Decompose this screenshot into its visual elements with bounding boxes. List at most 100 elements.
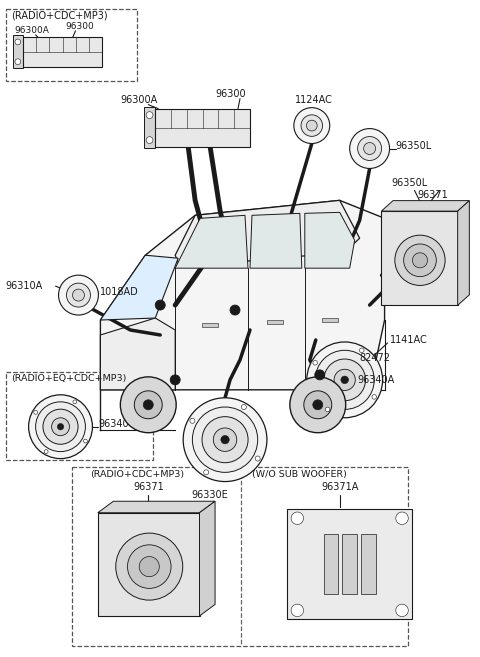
Circle shape xyxy=(294,108,330,143)
Polygon shape xyxy=(382,200,469,211)
Circle shape xyxy=(128,545,171,589)
Bar xyxy=(155,108,250,147)
Circle shape xyxy=(325,407,330,412)
Circle shape xyxy=(306,120,317,131)
Text: (RADIO+EQ+CDC+MP3): (RADIO+EQ+CDC+MP3) xyxy=(11,374,126,383)
Circle shape xyxy=(43,409,78,444)
Circle shape xyxy=(36,402,85,451)
Bar xyxy=(6,9,137,81)
Bar xyxy=(342,534,357,595)
Text: 96300A: 96300A xyxy=(15,26,49,35)
Bar xyxy=(98,512,200,616)
Circle shape xyxy=(315,370,325,380)
Circle shape xyxy=(358,137,382,160)
Circle shape xyxy=(334,369,355,390)
Text: 96340A: 96340A xyxy=(358,375,395,385)
Polygon shape xyxy=(100,200,384,390)
Polygon shape xyxy=(200,501,215,616)
Circle shape xyxy=(290,377,346,433)
Bar xyxy=(13,35,23,68)
Circle shape xyxy=(57,424,64,430)
Circle shape xyxy=(396,512,408,524)
Polygon shape xyxy=(100,255,178,320)
Bar xyxy=(361,534,376,595)
Bar xyxy=(23,37,102,67)
Text: 96300A: 96300A xyxy=(120,95,157,104)
Circle shape xyxy=(350,129,390,168)
Circle shape xyxy=(241,405,246,409)
Circle shape xyxy=(146,137,153,143)
Circle shape xyxy=(364,143,376,154)
Text: 96350L: 96350L xyxy=(396,141,432,150)
Text: 96300: 96300 xyxy=(65,22,94,31)
Polygon shape xyxy=(305,212,355,268)
Circle shape xyxy=(395,235,445,285)
Bar xyxy=(288,509,412,619)
Circle shape xyxy=(44,449,48,453)
Circle shape xyxy=(73,400,77,404)
Bar xyxy=(324,534,338,595)
Text: (RADIO+CDC+MP3): (RADIO+CDC+MP3) xyxy=(11,11,108,21)
Circle shape xyxy=(29,395,93,459)
Circle shape xyxy=(139,556,159,577)
Circle shape xyxy=(183,397,267,482)
Circle shape xyxy=(67,283,90,307)
Circle shape xyxy=(213,428,237,451)
Circle shape xyxy=(360,348,364,353)
Text: 96340: 96340 xyxy=(98,419,129,429)
Circle shape xyxy=(204,470,209,475)
Text: 96310A: 96310A xyxy=(6,281,43,291)
Text: 1124AC: 1124AC xyxy=(295,95,333,104)
Circle shape xyxy=(202,417,248,463)
Bar xyxy=(202,323,218,327)
Circle shape xyxy=(84,439,87,443)
Circle shape xyxy=(315,350,374,409)
Circle shape xyxy=(134,391,162,419)
Text: 96300: 96300 xyxy=(215,89,246,99)
Circle shape xyxy=(291,512,303,524)
Circle shape xyxy=(59,275,98,315)
Circle shape xyxy=(324,359,366,401)
Circle shape xyxy=(221,436,229,444)
Circle shape xyxy=(15,39,21,45)
Polygon shape xyxy=(100,318,175,390)
Polygon shape xyxy=(98,501,215,512)
Circle shape xyxy=(155,300,165,310)
Circle shape xyxy=(291,604,303,617)
Circle shape xyxy=(34,411,37,415)
Text: 82472: 82472 xyxy=(360,353,391,363)
Polygon shape xyxy=(457,200,469,306)
Bar xyxy=(382,211,457,306)
Circle shape xyxy=(313,361,317,365)
Text: (W/O SUB WOOFER): (W/O SUB WOOFER) xyxy=(252,470,347,478)
Circle shape xyxy=(120,377,176,433)
Circle shape xyxy=(396,604,408,617)
Circle shape xyxy=(190,419,195,423)
Bar xyxy=(267,320,283,324)
Text: 96371: 96371 xyxy=(133,482,164,491)
Text: 96350L: 96350L xyxy=(392,179,428,189)
Circle shape xyxy=(51,418,70,436)
Circle shape xyxy=(192,407,258,472)
Text: (RADIO+CDC+MP3): (RADIO+CDC+MP3) xyxy=(90,470,184,478)
Circle shape xyxy=(404,244,436,277)
Text: 1018AD: 1018AD xyxy=(100,287,139,297)
Polygon shape xyxy=(175,215,248,268)
Bar xyxy=(6,372,153,460)
Text: 96330E: 96330E xyxy=(192,489,228,499)
Circle shape xyxy=(144,400,153,410)
Bar xyxy=(322,318,338,322)
Bar xyxy=(144,106,155,148)
Circle shape xyxy=(146,112,153,118)
Text: 96371: 96371 xyxy=(418,191,448,200)
Circle shape xyxy=(372,395,376,399)
Text: 96371A: 96371A xyxy=(321,482,359,491)
Circle shape xyxy=(304,391,332,419)
Circle shape xyxy=(116,533,183,600)
Polygon shape xyxy=(175,200,360,267)
Circle shape xyxy=(230,305,240,315)
Circle shape xyxy=(15,59,21,64)
Bar xyxy=(72,466,408,646)
Circle shape xyxy=(255,456,260,461)
Circle shape xyxy=(170,375,180,385)
